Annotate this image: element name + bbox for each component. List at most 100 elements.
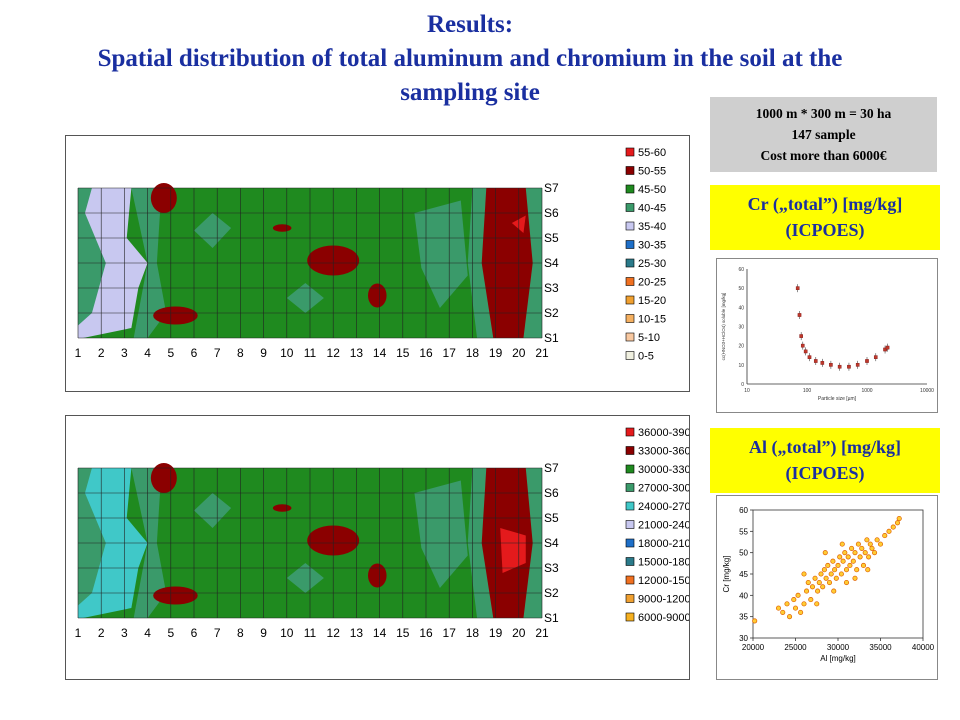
data-point xyxy=(843,579,850,586)
data-point xyxy=(873,355,878,359)
data-point xyxy=(894,520,901,526)
plot-area xyxy=(752,509,924,639)
mid-zone-diamond-2 xyxy=(286,563,324,593)
grid xyxy=(77,467,543,619)
y-tick-label: S1 xyxy=(544,331,559,345)
y-tick-label: 50 xyxy=(739,549,748,558)
x-tick-label: 11 xyxy=(304,346,317,360)
y-tick-label: S6 xyxy=(544,486,559,500)
y-tick-label: S2 xyxy=(544,306,559,320)
data-point xyxy=(845,554,851,560)
y-tick-label: 60 xyxy=(738,267,744,273)
y-tick-label: S1 xyxy=(544,611,559,625)
data-point xyxy=(803,349,808,354)
data-point xyxy=(825,562,831,569)
y-tick-label: 30 xyxy=(739,634,748,643)
x-tick-label: 1 xyxy=(75,346,82,360)
x-tick-label: 11 xyxy=(304,626,317,640)
legend-swatch xyxy=(625,295,635,305)
legend-label: 45-50 xyxy=(638,184,666,196)
x-tick-label: 16 xyxy=(419,626,433,640)
al-contour-chart: 1 2 3 4 5 6 7 8 9 10 11 12 13 14 15 16 17 18 19 20 21 S1 S2 S3 S… xyxy=(65,415,703,680)
data-point xyxy=(831,588,837,594)
legend-swatch xyxy=(625,258,635,268)
legend-label: 24000-27000 xyxy=(638,501,689,513)
data-point xyxy=(809,584,816,590)
x-tick-label: 10 xyxy=(744,388,750,394)
high-spot-5 xyxy=(272,224,292,232)
data-point xyxy=(847,364,851,369)
x-tick-label: 9 xyxy=(260,626,267,640)
info-box: 1000 m * 300 m = 30 ha 147 sample Cost m… xyxy=(710,97,937,172)
data-point xyxy=(840,558,846,564)
data-point xyxy=(866,554,872,560)
y-tick-label: S4 xyxy=(544,256,559,270)
x-tick-label: 5 xyxy=(167,626,174,640)
y-tick-label: 55 xyxy=(739,527,748,536)
data-point xyxy=(860,562,867,569)
legend-label: 0-5 xyxy=(638,351,654,363)
x-tick-label: 21 xyxy=(535,346,549,360)
y-tick-label: S7 xyxy=(544,461,559,475)
al-label-line-1: Al („total”) [mg/kg] xyxy=(749,437,901,457)
legend-label: 20-25 xyxy=(638,277,666,289)
title-line-1: Results: xyxy=(426,11,514,38)
high-spot-2 xyxy=(153,586,198,605)
y-tick-label: S5 xyxy=(544,231,559,245)
data-point xyxy=(820,361,825,365)
x-tick-label: 5 xyxy=(167,346,174,360)
al-label-box: Al („total”) [mg/kg] (ICPOES) xyxy=(710,428,940,493)
data-point xyxy=(801,571,807,577)
legend-swatch xyxy=(625,520,635,529)
data-point xyxy=(864,537,870,543)
x-tick-label: 1000 xyxy=(861,388,872,394)
x-tick-label: 6 xyxy=(191,626,198,640)
y-tick-label: S4 xyxy=(544,536,559,550)
x-axis-label: Al [mg/kg] xyxy=(820,654,856,663)
y-tick-label: 30 xyxy=(738,325,744,331)
x-tick-label: 19 xyxy=(489,626,503,640)
mid-zone-center xyxy=(414,480,468,588)
legend-swatch xyxy=(625,351,635,360)
al-contour-svg: 1 2 3 4 5 6 7 8 9 10 11 12 13 14 15 16 17 18 19 20 21S1S2S3S… xyxy=(75,427,703,640)
legend-label: 50-55 xyxy=(638,166,666,178)
high-spot-1 xyxy=(150,463,177,493)
x-tick-label: 12 xyxy=(327,626,341,640)
data-point xyxy=(837,364,842,369)
high-spot-4 xyxy=(368,283,387,308)
y-tick-label: S6 xyxy=(544,206,559,220)
y-tick-label: S3 xyxy=(544,561,559,575)
legend-label: 35-40 xyxy=(638,221,666,233)
x-tick-label: 10 xyxy=(280,626,294,640)
data-point xyxy=(869,545,875,551)
x-tick-label: 17 xyxy=(443,346,457,360)
legend-swatch xyxy=(625,538,635,548)
data-point xyxy=(816,579,822,586)
data-point xyxy=(843,567,850,573)
legend-label: 9000-12000 xyxy=(638,594,689,606)
legend-swatch xyxy=(625,203,635,212)
mid-zone-left xyxy=(78,188,106,326)
data-point xyxy=(804,588,810,594)
legend-swatch xyxy=(625,184,635,194)
legend-swatch xyxy=(625,612,635,622)
x-tick-label: 4 xyxy=(144,626,151,640)
legend-label: 30000-33000 xyxy=(638,464,689,476)
data-point xyxy=(752,618,758,624)
high-spot-1 xyxy=(150,183,177,213)
high-spot-2 xyxy=(153,306,198,325)
data-point xyxy=(805,579,811,586)
mid-zone-center xyxy=(414,200,468,308)
data-point xyxy=(801,601,807,607)
cr-label-box: Cr („total”) [mg/kg] (ICPOES) xyxy=(710,185,940,250)
legend-swatch xyxy=(625,240,635,249)
data-point xyxy=(815,588,821,594)
x-tick-label: 19 xyxy=(489,346,503,360)
title-line-2: Spatial distribution of total aluminum a… xyxy=(97,45,843,106)
y-tick-label: 20 xyxy=(738,344,744,350)
x-tick-label: 1 xyxy=(75,626,82,640)
mid-zone-diamond-2 xyxy=(286,283,324,313)
data-point xyxy=(813,359,818,363)
y-tick-label: 40 xyxy=(738,305,744,311)
